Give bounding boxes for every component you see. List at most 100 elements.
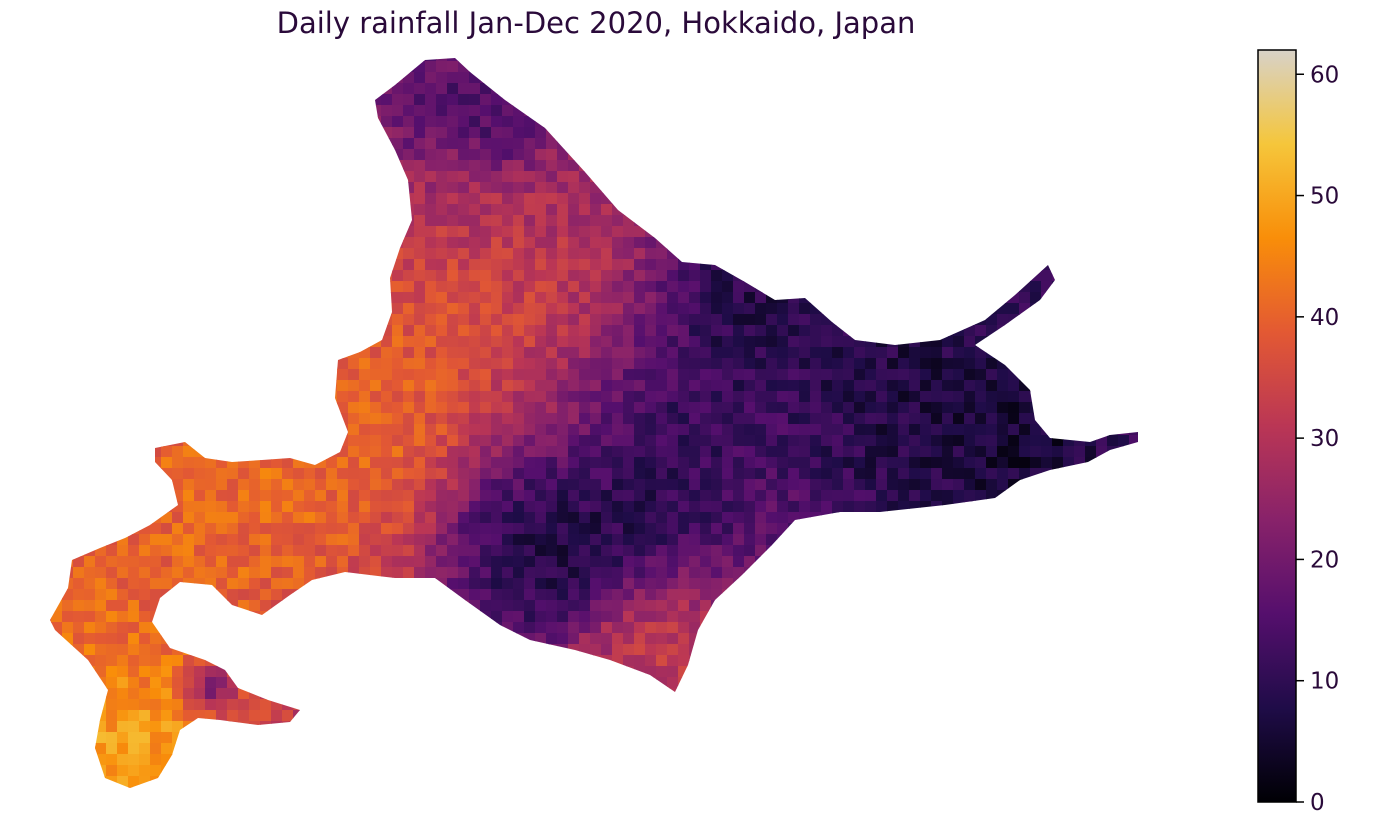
rainfall-grid-cell — [546, 72, 558, 84]
rainfall-grid-cell — [447, 336, 459, 348]
rainfall-grid-cell — [755, 171, 767, 183]
rainfall-grid-cell — [975, 413, 987, 425]
rainfall-grid-cell — [227, 556, 239, 568]
rainfall-grid-cell — [1008, 116, 1020, 128]
rainfall-grid-cell — [799, 325, 811, 337]
rainfall-grid-cell — [249, 270, 261, 282]
rainfall-grid-cell — [1118, 127, 1130, 139]
rainfall-grid-cell — [216, 490, 228, 502]
rainfall-grid-cell — [50, 116, 52, 128]
rainfall-grid-cell — [964, 435, 976, 447]
rainfall-grid-cell — [62, 116, 74, 128]
rainfall-grid-cell — [766, 215, 778, 227]
rainfall-grid-cell — [744, 380, 756, 392]
rainfall-grid-cell — [315, 270, 327, 282]
rainfall-grid-cell — [403, 347, 415, 359]
rainfall-grid-cell — [799, 358, 811, 370]
rainfall-grid-cell — [1107, 127, 1119, 139]
rainfall-grid-cell — [777, 358, 789, 370]
rainfall-grid-cell — [216, 215, 228, 227]
rainfall-grid-cell — [1074, 105, 1086, 117]
rainfall-grid-cell — [1030, 490, 1042, 502]
rainfall-grid-cell — [161, 149, 173, 161]
rainfall-grid-cell — [524, 347, 536, 359]
rainfall-grid-cell — [953, 259, 965, 271]
rainfall-grid-cell — [579, 94, 591, 106]
rainfall-grid-cell — [73, 413, 85, 425]
rainfall-grid-cell — [744, 358, 756, 370]
rainfall-grid-cell — [810, 534, 822, 546]
rainfall-grid-cell — [887, 402, 899, 414]
rainfall-grid-cell — [183, 402, 195, 414]
rainfall-grid-cell — [183, 259, 195, 271]
rainfall-grid-cell — [205, 94, 217, 106]
rainfall-grid-cell — [227, 149, 239, 161]
rainfall-grid-cell — [260, 556, 272, 568]
rainfall-grid-cell — [271, 193, 283, 205]
rainfall-grid-cell — [513, 292, 525, 304]
rainfall-grid-cell — [898, 391, 910, 403]
rainfall-grid-cell — [964, 127, 976, 139]
rainfall-grid-cell — [95, 248, 107, 260]
rainfall-grid-cell — [293, 347, 305, 359]
rainfall-grid-cell — [1019, 512, 1031, 524]
rainfall-grid-cell — [1030, 380, 1042, 392]
rainfall-grid-cell — [667, 424, 679, 436]
rainfall-grid-cell — [744, 534, 756, 546]
rainfall-grid-cell — [744, 424, 756, 436]
rainfall-grid-cell — [392, 61, 404, 73]
rainfall-grid-cell — [777, 567, 789, 579]
rainfall-grid-cell — [480, 358, 492, 370]
rainfall-grid-cell — [909, 402, 921, 414]
rainfall-grid-cell — [975, 578, 987, 590]
rainfall-grid-cell — [634, 160, 646, 172]
rainfall-grid-cell — [348, 534, 360, 546]
rainfall-grid-cell — [403, 226, 415, 238]
rainfall-grid-cell — [139, 523, 151, 535]
rainfall-grid-cell — [216, 380, 228, 392]
rainfall-grid-cell — [315, 248, 327, 260]
rainfall-grid-cell — [337, 589, 349, 601]
rainfall-grid-cell — [50, 358, 52, 370]
rainfall-grid-cell — [161, 105, 173, 117]
rainfall-grid-cell — [887, 358, 899, 370]
rainfall-grid-cell — [964, 204, 976, 216]
rainfall-grid-cell — [1008, 347, 1020, 359]
rainfall-grid-cell — [1063, 303, 1075, 315]
rainfall-grid-cell — [1074, 61, 1086, 73]
rainfall-grid-cell — [282, 325, 294, 337]
rainfall-grid-cell — [293, 413, 305, 425]
rainfall-grid-cell — [700, 237, 712, 249]
rainfall-grid-cell — [821, 149, 833, 161]
rainfall-grid-cell — [645, 204, 657, 216]
rainfall-grid-cell — [271, 215, 283, 227]
rainfall-grid-cell — [403, 248, 415, 260]
rainfall-grid-cell — [1118, 325, 1130, 337]
rainfall-grid-cell — [722, 479, 734, 491]
rainfall-grid-cell — [414, 226, 426, 238]
rainfall-grid-cell — [590, 567, 602, 579]
rainfall-grid-cell — [843, 534, 855, 546]
rainfall-grid-cell — [260, 237, 272, 249]
rainfall-grid-cell — [183, 58, 195, 62]
rainfall-grid-cell — [315, 457, 327, 469]
rainfall-grid-cell — [667, 501, 679, 513]
rainfall-grid-cell — [876, 171, 888, 183]
rainfall-grid-cell — [469, 534, 481, 546]
rainfall-grid-cell — [909, 105, 921, 117]
rainfall-grid-cell — [1041, 259, 1053, 271]
rainfall-grid-cell — [447, 358, 459, 370]
rainfall-grid-cell — [51, 182, 63, 194]
rainfall-grid-cell — [51, 149, 63, 161]
rainfall-grid-cell — [601, 259, 613, 271]
rainfall-grid-cell — [766, 446, 778, 458]
rainfall-grid-cell — [645, 545, 657, 557]
rainfall-grid-cell — [1118, 512, 1130, 524]
rainfall-grid-cell — [194, 281, 206, 293]
rainfall-grid-cell — [722, 446, 734, 458]
rainfall-grid-cell — [546, 501, 558, 513]
rainfall-grid-cell — [238, 468, 250, 480]
rainfall-grid-cell — [887, 105, 899, 117]
rainfall-grid-cell — [557, 193, 569, 205]
rainfall-grid-cell — [733, 303, 745, 315]
